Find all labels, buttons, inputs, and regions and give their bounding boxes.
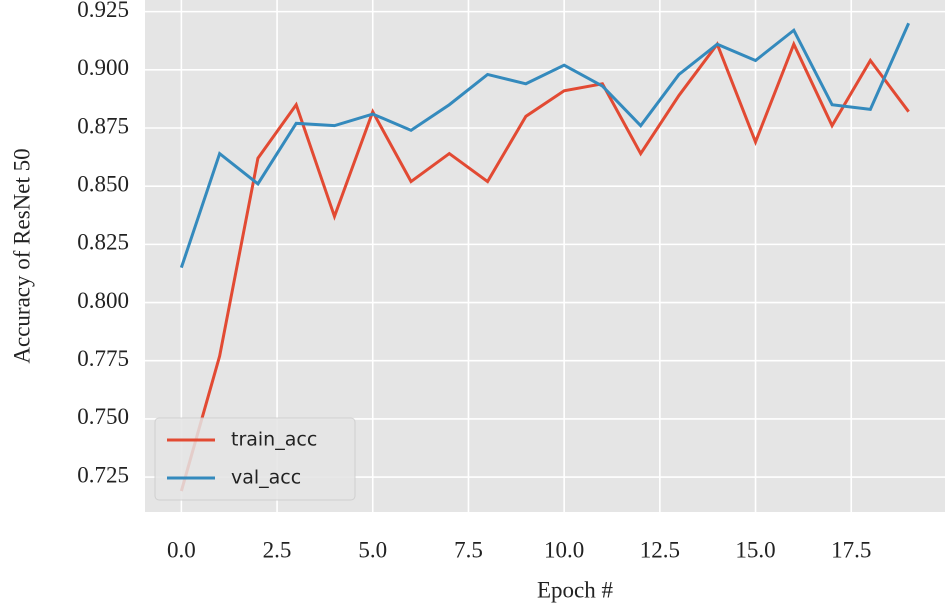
legend-label: val_acc (231, 467, 301, 489)
y-tick-label: 0.825 (77, 230, 129, 255)
x-tick-label: 15.0 (735, 537, 775, 562)
x-tick-label: 17.5 (831, 537, 871, 562)
y-tick-label: 0.750 (77, 404, 129, 429)
data-line (179, 22, 911, 269)
y-tick-label: 0.775 (77, 346, 129, 371)
x-tick-label: 5.0 (358, 537, 387, 562)
legend-label: train_acc (231, 429, 317, 451)
x-tick-label: 7.5 (454, 537, 483, 562)
y-tick-label: 0.725 (77, 462, 129, 487)
y-tick-label: 0.925 (77, 0, 129, 22)
y-tick-label: 0.850 (77, 171, 129, 196)
y-tick-label: 0.900 (77, 55, 129, 80)
x-tick-label: 2.5 (263, 537, 292, 562)
x-tick-label: 12.5 (640, 537, 680, 562)
x-axis-label: Epoch # (537, 577, 614, 602)
y-tick-label: 0.800 (77, 288, 129, 313)
x-tick-label: 0.0 (167, 537, 196, 562)
x-tick-label: 10.0 (544, 537, 584, 562)
y-tick-label: 0.875 (77, 113, 129, 138)
y-axis-label: Accuracy of ResNet 50 (9, 148, 34, 363)
